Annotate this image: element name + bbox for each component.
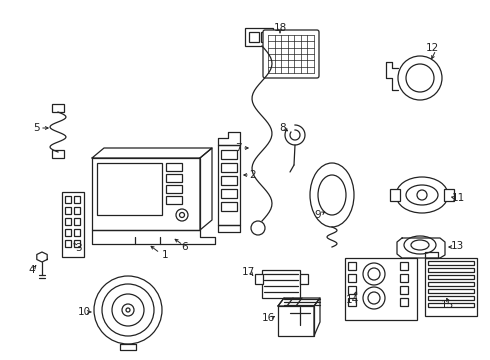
Circle shape: [179, 212, 185, 217]
Circle shape: [126, 308, 130, 312]
Bar: [52, 104, 64, 112]
Bar: [348, 262, 356, 270]
Text: 16: 16: [261, 313, 274, 323]
Bar: [65, 207, 71, 214]
Bar: [221, 202, 237, 211]
Circle shape: [398, 56, 442, 100]
Bar: [400, 286, 408, 294]
Bar: [348, 274, 356, 282]
Circle shape: [176, 209, 188, 221]
Bar: [425, 258, 477, 316]
Bar: [345, 258, 417, 320]
Bar: [74, 196, 80, 203]
Circle shape: [251, 221, 265, 235]
Text: 11: 11: [451, 193, 465, 203]
Circle shape: [102, 284, 154, 336]
Text: 7: 7: [235, 143, 241, 153]
Bar: [400, 274, 408, 282]
Bar: [249, 32, 259, 42]
Text: 1: 1: [162, 250, 168, 260]
Bar: [74, 240, 80, 247]
Ellipse shape: [396, 177, 448, 213]
Bar: [428, 296, 474, 300]
Text: 9: 9: [315, 210, 321, 220]
Circle shape: [368, 268, 380, 280]
FancyBboxPatch shape: [263, 30, 319, 78]
Text: 2: 2: [250, 170, 256, 180]
Bar: [166, 174, 182, 182]
Bar: [166, 185, 182, 193]
Bar: [52, 150, 64, 158]
Bar: [166, 163, 182, 171]
Circle shape: [368, 292, 380, 304]
Bar: [245, 28, 273, 46]
Bar: [62, 192, 84, 257]
Bar: [255, 274, 263, 284]
Text: 13: 13: [450, 241, 464, 251]
Bar: [92, 158, 200, 230]
Circle shape: [363, 287, 385, 309]
Bar: [444, 189, 454, 201]
Bar: [390, 189, 400, 201]
Bar: [300, 274, 308, 284]
Bar: [348, 286, 356, 294]
Ellipse shape: [318, 175, 346, 215]
Bar: [74, 207, 80, 214]
Circle shape: [94, 276, 162, 344]
Bar: [428, 275, 474, 279]
Bar: [221, 163, 237, 172]
Bar: [74, 218, 80, 225]
Ellipse shape: [411, 240, 429, 250]
Bar: [218, 145, 240, 225]
Bar: [166, 196, 182, 204]
Bar: [221, 150, 237, 159]
Bar: [65, 218, 71, 225]
Bar: [400, 262, 408, 270]
Bar: [428, 303, 474, 307]
Text: 5: 5: [33, 123, 39, 133]
Text: 4: 4: [29, 265, 35, 275]
Bar: [221, 176, 237, 185]
Bar: [278, 306, 314, 336]
Text: 3: 3: [74, 243, 81, 253]
Text: 17: 17: [242, 267, 255, 277]
Bar: [261, 32, 269, 42]
Ellipse shape: [310, 163, 354, 227]
Bar: [348, 298, 356, 306]
Bar: [65, 196, 71, 203]
Text: 18: 18: [273, 23, 287, 33]
Circle shape: [406, 64, 434, 92]
Text: 14: 14: [345, 295, 359, 305]
Ellipse shape: [406, 185, 438, 205]
Bar: [65, 229, 71, 236]
Circle shape: [363, 263, 385, 285]
Text: 12: 12: [425, 43, 439, 53]
Circle shape: [417, 190, 427, 200]
Bar: [428, 282, 474, 286]
Text: 15: 15: [441, 300, 454, 310]
Text: 10: 10: [77, 307, 91, 317]
Bar: [428, 261, 474, 265]
Text: 8: 8: [280, 123, 286, 133]
Bar: [74, 229, 80, 236]
Bar: [400, 298, 408, 306]
Ellipse shape: [404, 236, 436, 254]
Bar: [428, 289, 474, 293]
Bar: [262, 270, 300, 298]
Text: 6: 6: [182, 242, 188, 252]
Circle shape: [112, 294, 144, 326]
Bar: [97, 163, 162, 215]
Circle shape: [122, 304, 134, 316]
Bar: [221, 189, 237, 198]
Bar: [428, 268, 474, 272]
Bar: [65, 240, 71, 247]
